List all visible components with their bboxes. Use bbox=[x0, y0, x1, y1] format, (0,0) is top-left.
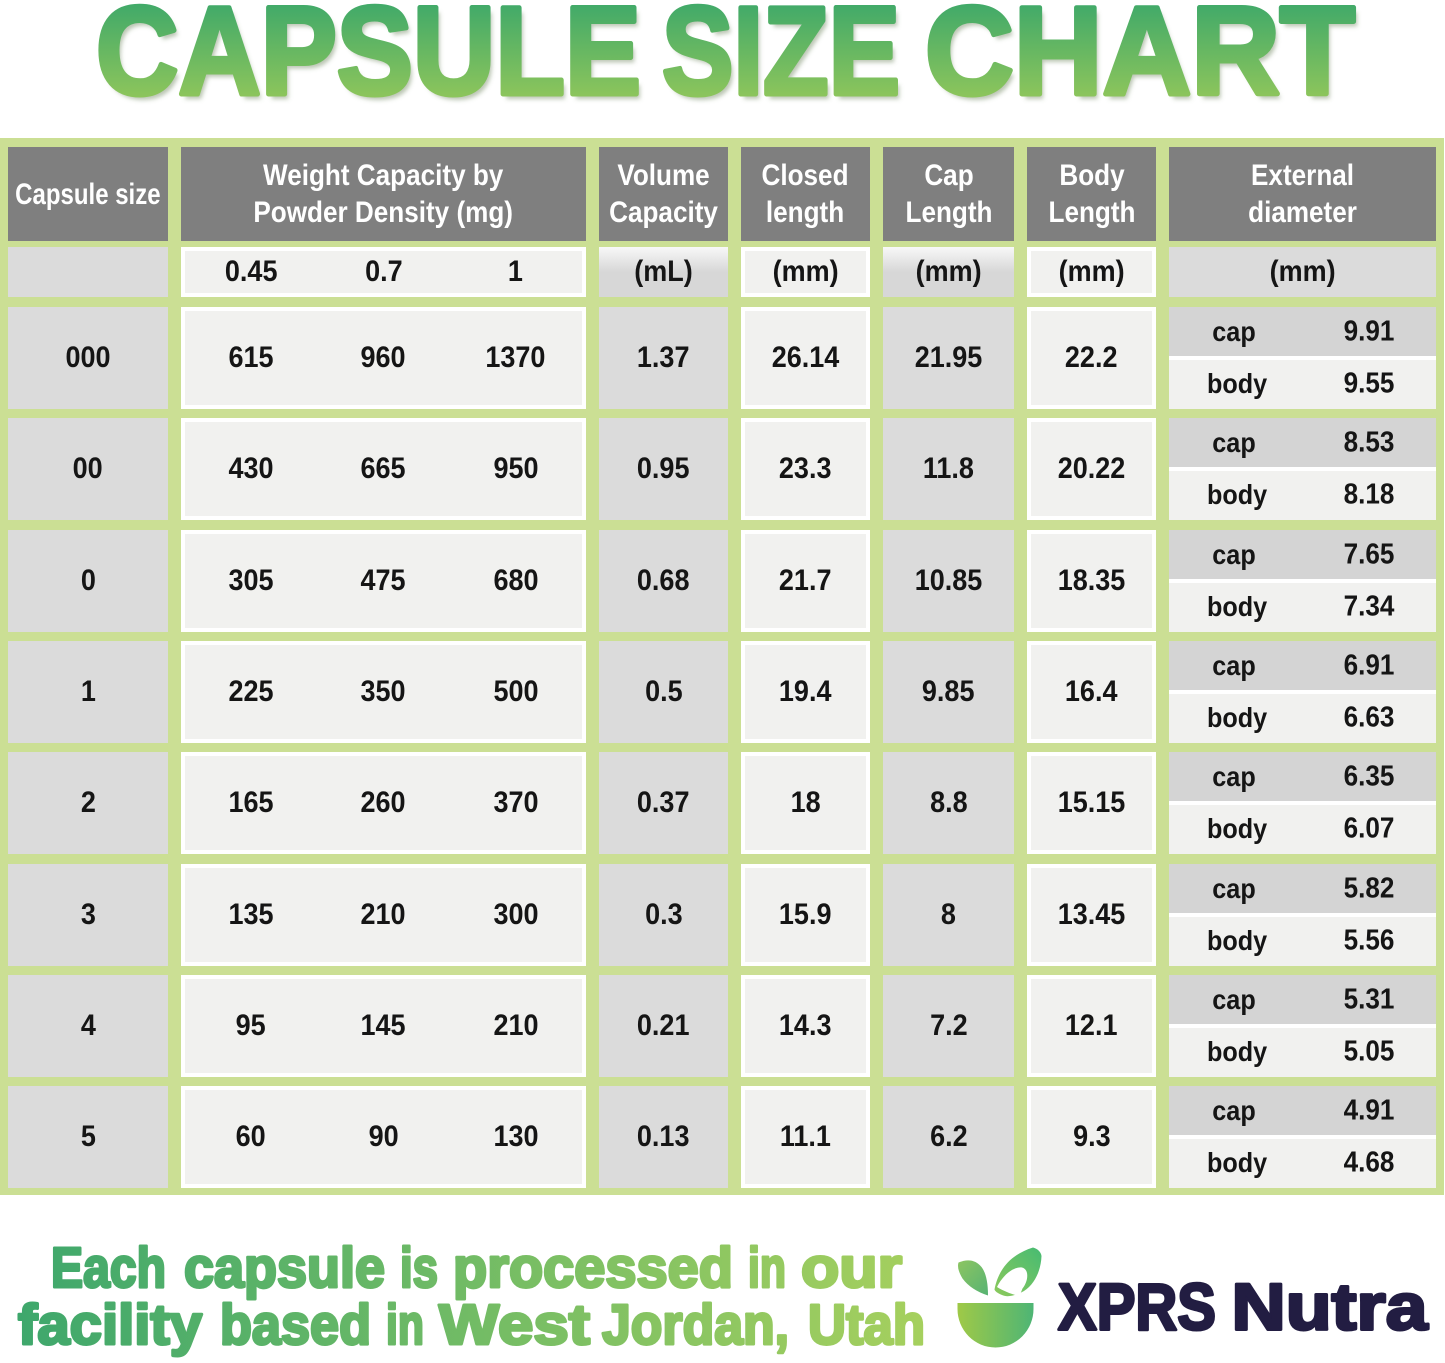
svg-text:XPRS: XPRS bbox=[1058, 1270, 1216, 1344]
svg-text:Each: Each bbox=[51, 1236, 166, 1300]
svg-text:CHART: CHART bbox=[925, 0, 1355, 121]
svg-text:SIZE: SIZE bbox=[666, 0, 904, 126]
svg-text:CHART: CHART bbox=[929, 0, 1359, 126]
svg-text:in: in bbox=[748, 1236, 786, 1300]
svg-text:based: based bbox=[220, 1293, 371, 1357]
svg-text:our: our bbox=[801, 1236, 902, 1300]
svg-text:processed: processed bbox=[453, 1236, 733, 1300]
svg-text:facility: facility bbox=[18, 1293, 202, 1357]
svg-text:CAPSULE: CAPSULE bbox=[100, 0, 645, 126]
svg-text:SIZE: SIZE bbox=[662, 0, 900, 121]
svg-text:capsule: capsule bbox=[184, 1236, 385, 1300]
svg-text:CAPSULE: CAPSULE bbox=[96, 0, 641, 121]
svg-text:Nutra: Nutra bbox=[1232, 1270, 1429, 1344]
svg-text:in: in bbox=[386, 1293, 424, 1357]
svg-text:is: is bbox=[400, 1236, 438, 1300]
svg-text:Jordan,: Jordan, bbox=[602, 1293, 789, 1357]
svg-text:West: West bbox=[439, 1293, 590, 1357]
svg-text:Utah: Utah bbox=[808, 1293, 925, 1357]
